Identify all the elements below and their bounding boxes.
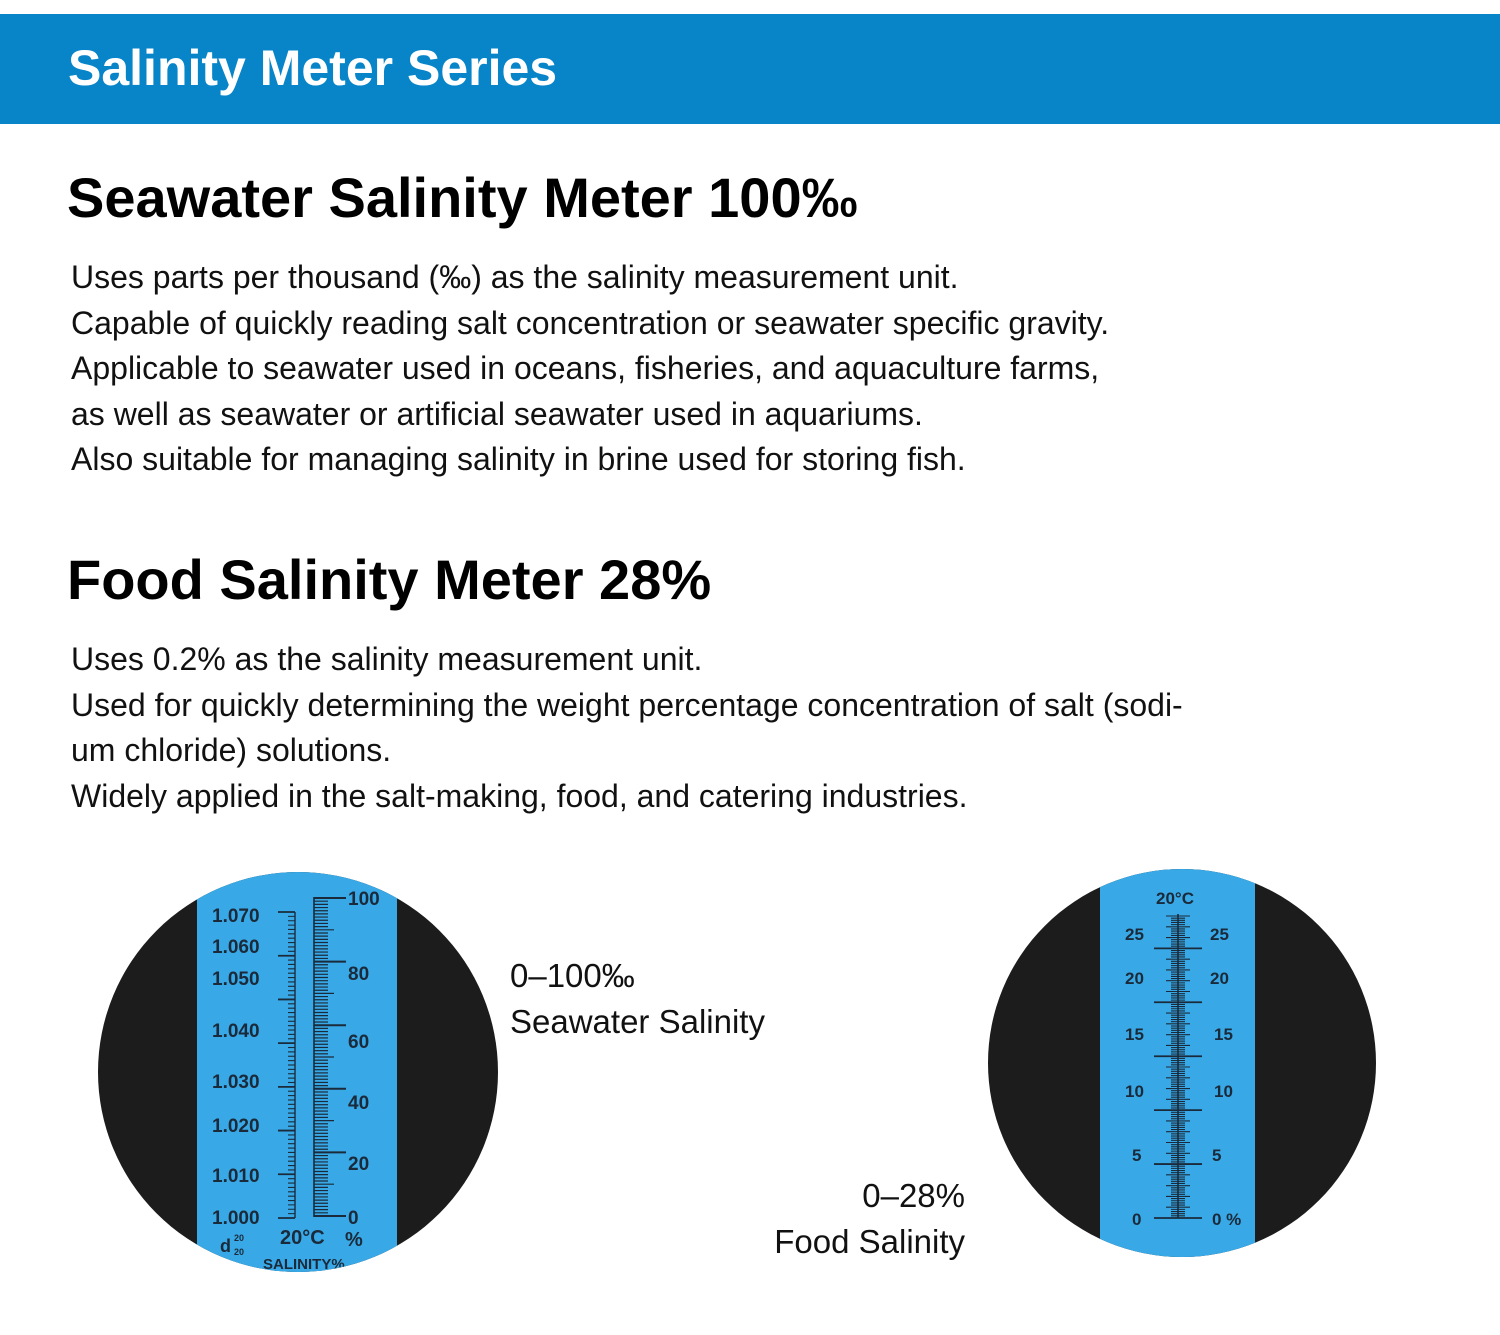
scale-label-right: 5 [1212,1146,1221,1165]
scale-label-right: 0 % [1212,1210,1241,1229]
scale-label-left: 15 [1125,1025,1144,1044]
temperature-label: 20°C [1156,889,1194,908]
scale-label-left: 20 [1125,969,1144,988]
description-line: Capable of quickly reading salt concentr… [71,304,1110,341]
right-scale-labels: 25 20 15 10 5 0 % [1210,925,1241,1229]
food-gauge-caption: 0–28% Food Salinity [700,1173,965,1265]
temperature-label: 20°C [280,1227,325,1249]
sg-label: 1.040 [212,1021,260,1042]
scale-label-right: 20 [1210,969,1229,988]
scale-ticks [1154,914,1202,1219]
food-refractometer-view: 20°C 25 20 15 10 5 0 25 20 15 10 5 0 % [988,869,1376,1257]
caption-range: 0–28% [862,1177,965,1214]
description-line: Applicable to seawater used in oceans, f… [71,350,1100,386]
scale-label-right: 10 [1214,1082,1233,1101]
food-heading: Food Salinity Meter 28% [67,548,712,611]
seawater-heading: Seawater Salinity Meter 100‰ [67,166,858,229]
scale-strip [197,872,397,1272]
scale-label-right: 25 [1210,925,1229,944]
description-line: Widely applied in the salt-making, food,… [71,777,968,814]
scale-label-left: 5 [1132,1146,1141,1165]
scale-label-right: 15 [1214,1025,1233,1044]
pct-label: 60 [348,1032,369,1053]
caption-label: Food Salinity [774,1223,965,1260]
pct-label: 40 [348,1093,369,1114]
sg-label: 1.010 [212,1166,260,1187]
sg-label: 1.060 [212,937,260,958]
pct-label: 20 [348,1154,369,1175]
unit-label: % [345,1229,363,1251]
scale-ticks [278,897,346,1219]
caption-range: 0–100‰ [510,957,635,994]
pct-label: 80 [348,964,369,985]
header-banner: Salinity Meter Series [0,14,1500,124]
scale-label-left: 25 [1125,925,1144,944]
seawater-description: Uses parts per thousand (‰) as the salin… [71,255,1109,483]
sg-label: 1.020 [212,1116,260,1137]
pct-label: 100 [348,889,380,910]
density-superscript: 20 [234,1233,244,1243]
description-line: as well as seawater or artificial seawat… [71,395,923,432]
scale-label-left: 0 [1132,1210,1141,1229]
description-line: um chloride) solutions. [71,732,392,768]
description-line: Uses parts per thousand (‰) as the salin… [71,259,959,295]
salinity-percent-labels: 100 80 60 40 20 0 [348,889,380,1229]
description-line: Also suitable for managing salinity in b… [71,441,966,477]
density-symbol: d [220,1236,231,1256]
description-line: Used for quickly determining the weight … [71,686,1183,723]
caption-label: Seawater Salinity [510,1003,765,1040]
sg-label: 1.070 [212,906,260,927]
food-description: Uses 0.2% as the salinity measurement un… [71,637,1183,819]
scale-label-left: 10 [1125,1082,1144,1101]
banner-title: Salinity Meter Series [68,40,558,96]
description-line: Uses 0.2% as the salinity measurement un… [71,641,703,677]
specific-gravity-labels: 1.070 1.060 1.050 1.040 1.030 1.020 1.01… [212,906,260,1229]
seawater-gauge-caption: 0–100‰ Seawater Salinity [510,953,765,1045]
sg-label: 1.030 [212,1072,260,1093]
density-subscript: 20 [234,1247,244,1257]
seawater-refractometer-view: 1.070 1.060 1.050 1.040 1.030 1.020 1.01… [98,872,498,1273]
left-scale-labels: 25 20 15 10 5 0 [1125,925,1144,1229]
pct-label: 0 [348,1208,359,1229]
sg-label: 1.000 [212,1208,260,1229]
sg-label: 1.050 [212,969,260,990]
scale-name-label: SALINITY% [263,1256,345,1273]
